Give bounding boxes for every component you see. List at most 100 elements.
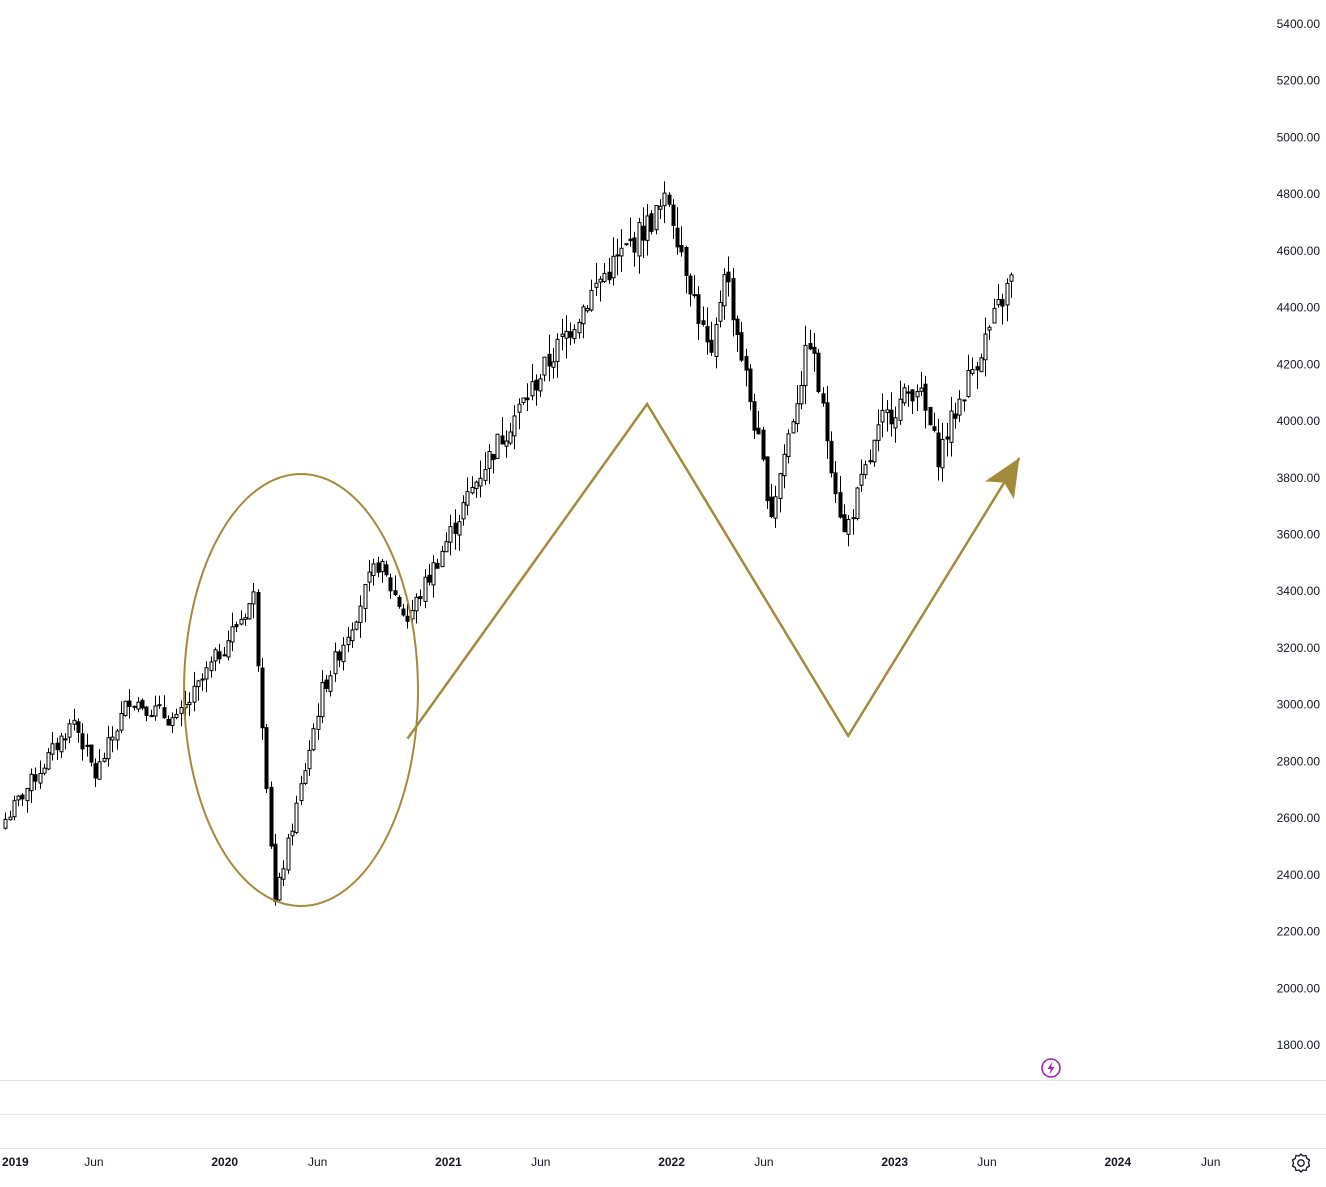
candle xyxy=(273,833,278,906)
candle xyxy=(346,627,351,653)
candle-body xyxy=(607,271,612,281)
candle-body xyxy=(89,744,94,763)
candle-body xyxy=(846,518,851,535)
candle-body xyxy=(996,298,1001,306)
candle xyxy=(320,669,325,724)
candle xyxy=(29,768,34,804)
candle xyxy=(585,305,590,313)
candle-body xyxy=(928,406,933,426)
candle xyxy=(179,700,184,727)
candle xyxy=(393,575,398,597)
candle xyxy=(371,558,376,586)
candle-body xyxy=(786,433,791,457)
candle xyxy=(76,718,81,743)
candle xyxy=(85,733,90,757)
candle-body xyxy=(872,439,877,463)
candle-body xyxy=(902,387,907,404)
x-tick-label: 2021 xyxy=(435,1155,462,1169)
candle xyxy=(744,348,749,387)
candle-body xyxy=(1005,282,1010,306)
candle-body xyxy=(936,432,941,468)
candle-body xyxy=(589,289,594,311)
candle xyxy=(889,392,894,437)
candle-body xyxy=(478,477,483,487)
candle xyxy=(256,589,261,672)
candle-body xyxy=(598,278,603,283)
candle xyxy=(863,460,868,479)
candle-body xyxy=(115,730,120,741)
candle-body xyxy=(564,330,569,339)
candle xyxy=(423,569,428,609)
candle xyxy=(910,388,915,414)
x-axis[interactable]: 2019 Jun 2020 Jun 2021 Jun 2022 Jun 2023 Jun 2024 J… xyxy=(2,1155,1220,1169)
candle-body xyxy=(371,563,376,576)
y-axis[interactable]: 5400.00 5200.00 5000.00 4800.00 4600.00 4400.… xyxy=(1277,17,1321,1052)
candle-body xyxy=(166,719,171,726)
candle xyxy=(127,689,132,719)
candle xyxy=(739,321,744,363)
candle xyxy=(671,199,676,239)
candle xyxy=(547,334,552,382)
candle xyxy=(1005,278,1010,322)
candle-body xyxy=(153,705,158,717)
candle-body xyxy=(16,795,21,801)
candle xyxy=(667,192,672,207)
candle-body xyxy=(855,487,860,519)
candle xyxy=(560,318,565,351)
candle xyxy=(654,205,659,235)
candle-body xyxy=(286,837,291,871)
candle-body xyxy=(654,205,659,231)
candle-body xyxy=(979,357,984,373)
candle-body xyxy=(829,440,834,474)
arrowhead-annotation[interactable] xyxy=(985,457,1020,500)
candle-body xyxy=(170,717,175,726)
candle-body xyxy=(825,402,830,442)
candle xyxy=(923,375,928,429)
candle xyxy=(564,315,569,359)
candle xyxy=(504,430,509,458)
y-tick-label: 4000.00 xyxy=(1277,414,1321,428)
candle xyxy=(517,398,522,430)
candle-body xyxy=(346,636,351,646)
candle-body xyxy=(735,318,740,336)
candle xyxy=(855,486,860,521)
x-tick-label: Jun xyxy=(308,1155,327,1169)
candle-body xyxy=(645,215,650,241)
candle xyxy=(791,418,796,434)
candle xyxy=(868,449,873,465)
candle-body xyxy=(641,225,646,241)
candle-body xyxy=(46,752,51,770)
candle-body xyxy=(3,818,8,829)
candle xyxy=(996,283,1001,308)
candle xyxy=(808,329,813,351)
candle xyxy=(384,560,389,577)
candle xyxy=(187,692,192,716)
candle xyxy=(247,603,252,620)
candle-body xyxy=(966,370,971,397)
candle xyxy=(192,671,197,712)
x-tick-label: Jun xyxy=(531,1155,550,1169)
candle xyxy=(324,675,329,693)
candle xyxy=(731,268,736,337)
zigzag-annotation[interactable] xyxy=(406,401,1021,740)
candle xyxy=(418,589,423,607)
ellipse-annotation[interactable] xyxy=(183,473,419,907)
candle xyxy=(226,630,231,661)
candle-body xyxy=(619,247,624,257)
candle-body xyxy=(632,237,637,253)
candle-body xyxy=(341,644,346,663)
annotations-layer[interactable] xyxy=(183,401,1021,907)
candle-body xyxy=(726,271,731,283)
candle xyxy=(611,237,616,286)
candle-body xyxy=(778,473,783,499)
candle xyxy=(705,307,710,355)
lightning-badge-icon[interactable] xyxy=(1040,1057,1062,1079)
candle-body xyxy=(542,356,547,376)
candle xyxy=(786,429,791,464)
candle-body xyxy=(688,275,693,295)
candle-body xyxy=(123,700,128,717)
gear-icon[interactable] xyxy=(1289,1151,1313,1175)
candle-body xyxy=(893,417,898,429)
